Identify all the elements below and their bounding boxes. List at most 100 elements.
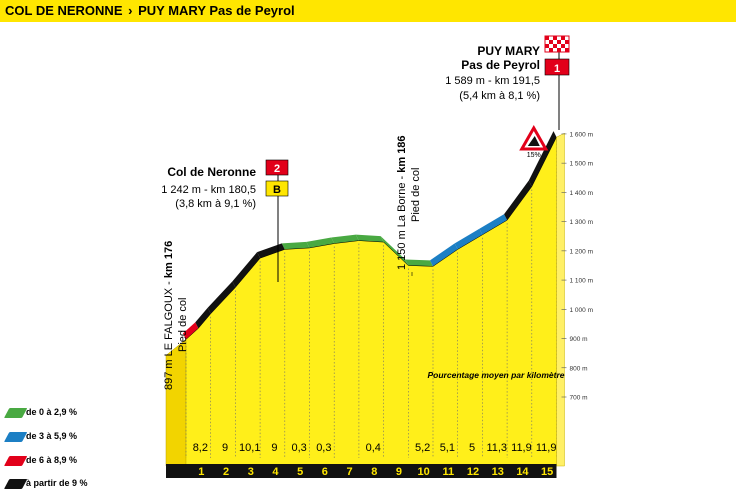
title-start: COL DE NERONNE <box>5 3 123 18</box>
puymary-line1: 1 589 m - km 191,5 <box>445 75 540 87</box>
start-annotation-km: km 176 <box>163 241 175 278</box>
title-bar: COL DE NERONNE › PUY MARY Pas de Peyrol <box>0 0 736 22</box>
legend-item-green: de 0 à 2,9 % <box>4 407 144 422</box>
km-label: 6 <box>322 466 328 478</box>
neronne-badge-number: 2 <box>274 163 280 175</box>
km-gradient-label: 10,1 <box>239 442 260 454</box>
laborne-pied-de-col-text: Pied de col <box>410 168 422 222</box>
laborne-annotation: 1 150 m La Borne - km 186 <box>396 135 408 270</box>
profile-edge <box>334 240 359 244</box>
finish-flag-check <box>545 44 549 48</box>
km-gradient-label: 11,3 <box>486 442 507 454</box>
start-pied-de-col: Pied de col <box>177 298 189 352</box>
y-tick-label: 1 100 m <box>570 278 594 285</box>
km-gradient-label: 5,2 <box>415 442 430 454</box>
puymary-badge-number: 1 <box>554 63 560 75</box>
gradient-segment <box>306 237 335 248</box>
km-label: 8 <box>371 466 377 478</box>
km-label: 5 <box>297 466 303 478</box>
gradient-segment <box>504 180 532 221</box>
km-gradient-label: 9 <box>271 442 277 454</box>
start-annotation: 897 m LE FALGOUX - km 176 <box>163 241 175 390</box>
finish-flag-check <box>557 40 561 44</box>
km-label: 11 <box>443 466 455 478</box>
km-label: 9 <box>396 466 402 478</box>
km-gradient-label: 0,3 <box>316 442 331 454</box>
stage-title: COL DE NERONNE › PUY MARY Pas de Peyrol <box>5 3 295 18</box>
profile-edge <box>358 240 384 243</box>
legend-item-blue: de 3 à 5,9 % <box>4 431 144 446</box>
legend-label: de 3 à 5,9 % <box>26 431 78 441</box>
finish-flag-check <box>549 48 553 52</box>
km-label: 1 <box>198 466 204 478</box>
laborne-pied-de-col: Pied de col <box>410 168 422 222</box>
gradient-segment <box>281 241 310 250</box>
km-label: 14 <box>516 466 529 478</box>
y-tick-label: 1 000 m <box>570 307 594 314</box>
gradient-segment <box>528 131 557 187</box>
km-label: 3 <box>248 466 254 478</box>
profile-edge <box>235 257 261 288</box>
laborne-annotation-km: km 186 <box>396 135 408 172</box>
finish-flag-check <box>557 48 561 52</box>
neronne-line1: 1 242 m - km 180,5 <box>161 184 256 196</box>
km-gradient-label: 11,9 <box>536 442 557 454</box>
km-gradient-label: 5 <box>469 442 475 454</box>
finish-flag-check <box>549 40 553 44</box>
title-finish: PUY MARY Pas de Peyrol <box>138 3 295 18</box>
finish-flag-check <box>561 44 565 48</box>
km-gradient-label: 0,4 <box>366 442 381 454</box>
title-separator: › <box>128 3 133 18</box>
start-pied-de-col-text: Pied de col <box>177 298 189 352</box>
km-gradient-label: 11,9 <box>511 442 532 454</box>
km-gradient-label: 0,3 <box>292 442 307 454</box>
profile-edge <box>457 234 483 250</box>
y-tick-label: 1 600 m <box>570 131 594 138</box>
gradient-segment <box>479 214 508 235</box>
steep-warning-glyph <box>527 136 540 146</box>
profile-edge <box>482 219 508 235</box>
profile-edge <box>284 247 310 250</box>
legend-label: de 0 à 2,9 % <box>26 407 78 417</box>
profile-edge <box>185 328 199 340</box>
y-tick-label: 1 300 m <box>570 219 594 226</box>
neronne-badge-red <box>265 159 289 176</box>
km-label: 10 <box>418 466 430 478</box>
finish-flag-check <box>565 48 569 52</box>
gradient-segment <box>405 259 433 267</box>
puymary-title2: Pas de Peyrol <box>461 58 540 72</box>
y-tick-label: 1 500 m <box>570 161 594 168</box>
profile-edge <box>531 137 557 187</box>
puymary-badge-red <box>544 58 570 76</box>
km-gradient-label: 8,2 <box>193 442 208 454</box>
y-tick-label: 1 200 m <box>570 248 594 255</box>
km-label: 15 <box>541 466 553 478</box>
neronne-badge-letter: B <box>273 184 281 196</box>
legend-item-red: de 6 à 8,9 % <box>4 455 144 470</box>
profile-edge <box>432 249 458 267</box>
profile-edge <box>198 313 211 329</box>
finish-flag-check <box>545 36 549 40</box>
gradient-segment <box>195 307 211 329</box>
start-annotation-text: 897 m LE FALGOUX - <box>163 278 175 390</box>
profile-edge <box>506 186 533 221</box>
neronne-title: Col de Neronne <box>167 165 256 179</box>
y-tick-label: 1 400 m <box>570 190 594 197</box>
km-label: 12 <box>467 466 479 478</box>
finish-flag-check <box>553 36 557 40</box>
gradient-segment <box>380 236 409 266</box>
legend-item-black: à partir de 9 % <box>4 478 144 493</box>
profile-edge <box>408 265 434 267</box>
km-label: 7 <box>346 466 352 478</box>
legend-label: à partir de 9 % <box>26 478 88 488</box>
legend-swatch-green <box>4 408 28 418</box>
finish-flag-check <box>553 44 557 48</box>
neronne-badge-yellow <box>265 180 289 197</box>
profile-edge <box>309 243 335 249</box>
km-label: 4 <box>272 466 279 478</box>
steep-sign-label: 15% <box>527 152 541 159</box>
profile-edge <box>260 249 285 259</box>
profile-right-face <box>556 132 565 467</box>
gradient-caption: Pourcentage moyen par kilomètre <box>428 370 565 380</box>
